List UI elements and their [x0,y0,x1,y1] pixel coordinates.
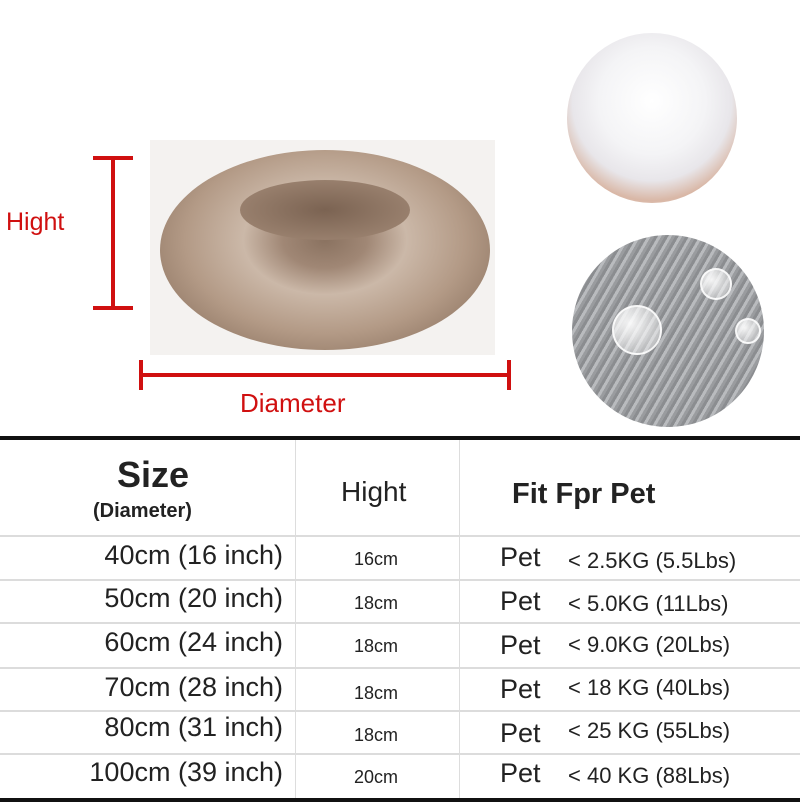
pet-cell: Pet [500,758,541,788]
size-cell: 100cm (39 inch) [89,757,283,787]
table-row: 70cm (28 inch) 18cm Pet < 18 KG (40Lbs) [0,667,800,710]
diameter-cap-right [507,360,511,390]
weight-cell: < 5.0KG (11Lbs) [568,591,729,616]
column-divider [459,440,460,798]
size-table: Size (Diameter) Hight Fit Fpr Pet 40cm (… [0,436,800,802]
cotton-filling-image [567,33,737,203]
size-cell: 40cm (16 inch) [104,540,283,570]
bubble-decoration [735,318,761,344]
height-dimension-line [111,158,115,308]
weight-cell: < 2.5KG (5.5Lbs) [568,548,737,573]
table-row: 100cm (39 inch) 20cm Pet < 40 KG (88Lbs) [0,753,800,796]
height-cap-top [93,156,133,160]
size-cell: 80cm (31 inch) [104,712,283,742]
height-cap-bottom [93,306,133,310]
diameter-label: Diameter [240,388,346,418]
pet-bed-cavity [240,180,410,240]
bubble-decoration [700,268,732,300]
pet-cell: Pet [500,718,541,748]
height-cell: 18cm [354,636,399,656]
fur-closeup-image [572,235,764,427]
height-cell: 18cm [354,725,399,745]
size-cell: 60cm (24 inch) [104,627,283,657]
table-row: 80cm (31 inch) 18cm Pet < 25 KG (55Lbs) [0,710,800,754]
header-size: Size [117,454,190,495]
weight-cell: < 9.0KG (20Lbs) [568,632,731,657]
size-cell: 50cm (20 inch) [104,583,283,613]
pet-cell: Pet [500,586,541,616]
header-height: Hight [341,476,407,507]
weight-cell: < 40 KG (88Lbs) [568,763,731,788]
diameter-dimension-line [141,373,509,377]
header-size-sub: (Diameter) [93,500,192,522]
table-row: 50cm (20 inch) 18cm Pet < 5.0KG (11Lbs) [0,579,800,622]
bubble-decoration [612,305,662,355]
height-cell: 20cm [354,767,399,787]
pet-cell: Pet [500,542,541,572]
pet-cell: Pet [500,630,541,660]
column-divider [295,440,296,798]
weight-cell: < 25 KG (55Lbs) [568,718,731,743]
header-fit: Fit Fpr Pet [512,478,656,510]
height-cell: 18cm [354,683,399,703]
pet-cell: Pet [500,674,541,704]
weight-cell: < 18 KG (40Lbs) [568,675,731,700]
height-cell: 16cm [354,549,399,569]
table-row: 40cm (16 inch) 16cm Pet < 2.5KG (5.5Lbs) [0,535,800,579]
size-cell: 70cm (28 inch) [104,672,283,702]
table-row: 60cm (24 inch) 18cm Pet < 9.0KG (20Lbs) [0,622,800,667]
height-cell: 18cm [354,593,399,613]
diameter-cap-left [139,360,143,390]
height-label: Hight [6,208,65,236]
